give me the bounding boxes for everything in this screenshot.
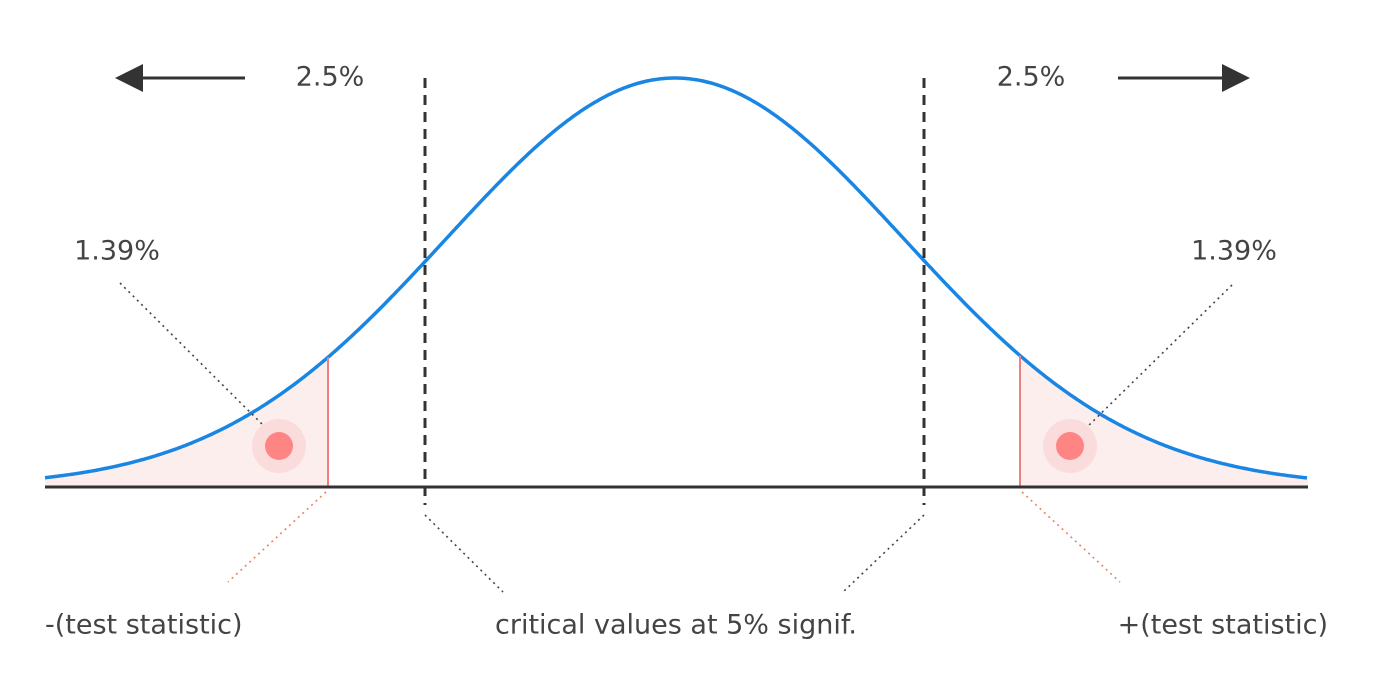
tail-label: 2.5% bbox=[296, 62, 365, 93]
leader bbox=[424, 514, 504, 593]
leader bbox=[1081, 284, 1233, 433]
marker bbox=[1056, 432, 1084, 460]
tail-label: 2.5% bbox=[997, 62, 1066, 93]
leader bbox=[842, 514, 925, 593]
arrow-head bbox=[1222, 64, 1250, 92]
area-label: 1.39% bbox=[1191, 236, 1277, 267]
area-label: 1.39% bbox=[74, 236, 160, 267]
normal-curve bbox=[44, 76, 1308, 480]
bottom-label: -(test statistic) bbox=[45, 610, 243, 641]
bottom-label: critical values at 5% signif. bbox=[495, 610, 857, 641]
leader bbox=[1021, 491, 1121, 583]
arrow-head bbox=[115, 64, 143, 92]
bottom-label: +(test statistic) bbox=[1118, 610, 1328, 641]
leader bbox=[119, 282, 271, 433]
leaders bbox=[119, 282, 1233, 593]
marker bbox=[265, 432, 293, 460]
leader bbox=[227, 491, 327, 583]
